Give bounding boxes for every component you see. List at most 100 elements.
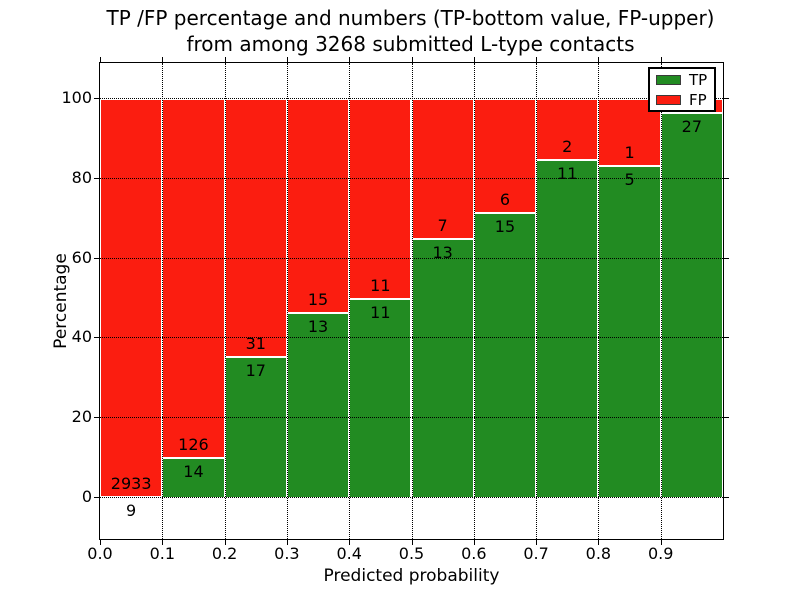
x-tick-mark-top (660, 57, 662, 62)
x-tick-mark-top (349, 57, 351, 62)
legend-label-tp: TP (689, 70, 708, 89)
gridline-vertical (660, 63, 662, 539)
x-tick-mark-top (473, 57, 475, 62)
fp-count-label: 126 (178, 435, 209, 455)
gridline-vertical (162, 63, 164, 539)
x-tick-mark (660, 540, 662, 545)
gridline-horizontal (100, 98, 723, 99)
gridline-vertical (349, 63, 351, 539)
y-tick-label: 40 (71, 327, 92, 347)
gridline-vertical (598, 63, 600, 539)
y-tick-mark-right (724, 497, 729, 498)
y-tick-mark-right (724, 177, 729, 179)
gridline-vertical (473, 63, 475, 539)
fp-count-label: 31 (245, 333, 266, 353)
x-tick-mark (598, 540, 600, 545)
fp-count-label: 15 (307, 289, 329, 309)
fp-count-label: 6 (499, 190, 511, 209)
tp-count-label: 11 (557, 164, 578, 184)
gridline-vertical (286, 63, 288, 539)
tp-count-label: 14 (183, 462, 204, 482)
tp-bar-segment (598, 165, 661, 498)
fp-count-label: 11 (370, 275, 391, 295)
x-tick-mark (224, 540, 226, 545)
gridline-horizontal (100, 257, 723, 259)
y-tick-mark-right (724, 257, 729, 259)
fp-count-label: 2933 (110, 473, 152, 493)
tp-bar-segment (660, 113, 723, 498)
fp-bar-segment (411, 99, 474, 239)
x-tick-mark-top (411, 57, 413, 62)
x-tick-label: 0.0 (87, 544, 113, 563)
fp-bar-segment (286, 99, 350, 313)
y-tick-label: 60 (71, 247, 92, 267)
legend-item-tp: TP (656, 72, 708, 88)
gridline-horizontal (100, 177, 723, 179)
y-tick-label: 80 (71, 167, 92, 187)
chart-title: TP /FP percentage and numbers (TP-bottom… (99, 5, 722, 57)
gridline-vertical (224, 63, 226, 539)
y-tick-mark-right (724, 337, 729, 339)
tp-count-label: 11 (370, 302, 391, 322)
chart-title-line2: from among 3268 submitted L-type contact… (186, 32, 635, 56)
y-tick-mark (94, 98, 99, 99)
chart-title-line1: TP /FP percentage and numbers (TP-bottom… (106, 6, 715, 30)
y-tick-label: 20 (71, 407, 92, 427)
x-tick-label: 0.4 (336, 544, 362, 563)
x-tick-mark (411, 540, 413, 545)
fp-bar-segment (349, 99, 412, 299)
x-tick-mark-top (100, 57, 101, 62)
x-tick-mark (162, 540, 164, 545)
y-tick-mark (94, 337, 99, 339)
legend-label-fp: FP (689, 90, 707, 109)
fp-bar-segment (162, 99, 225, 459)
x-tick-label: 0.7 (523, 544, 549, 563)
x-tick-mark-top (598, 57, 600, 62)
gridline-horizontal (100, 497, 723, 498)
tp-count-label: 15 (494, 217, 516, 236)
x-tick-label: 0.9 (647, 544, 674, 563)
tp-count-label: 9 (126, 500, 137, 520)
fp-count-label: 7 (437, 215, 448, 235)
legend-item-fp: FP (656, 92, 708, 108)
x-tick-label: 0.2 (211, 544, 238, 563)
fp-bar-segment (224, 99, 287, 357)
fp-bar-segment (100, 99, 163, 497)
legend: TP FP (648, 67, 716, 112)
y-tick-label: 0 (81, 487, 92, 506)
y-tick-mark (94, 417, 99, 419)
tp-bar-segment (473, 213, 537, 498)
x-tick-mark (536, 540, 538, 545)
fp-count-label: 1 (624, 142, 635, 162)
x-tick-mark-top (224, 57, 226, 62)
gridline-horizontal (100, 417, 723, 419)
x-tick-label: 0.8 (585, 544, 612, 563)
tp-count-label: 5 (624, 169, 635, 189)
tp-count-label: 17 (245, 360, 266, 380)
plot-area: Predicted probability Percentage TP FP 2… (51, 57, 729, 586)
y-tick-label: 100 (61, 88, 92, 107)
x-axis-label: Predicted probability (323, 566, 500, 586)
legend-swatch-fp (656, 94, 681, 105)
tp-count-label: 27 (681, 117, 703, 137)
fp-count-label: 2 (562, 137, 573, 157)
gridline-horizontal (100, 337, 723, 339)
x-tick-label: 0.1 (149, 544, 176, 563)
x-tick-mark (286, 540, 288, 545)
gridline-vertical (411, 63, 413, 539)
x-tick-mark (473, 540, 475, 545)
x-tick-mark-top (286, 57, 288, 62)
tp-bar-segment (349, 298, 412, 498)
x-tick-mark-top (162, 57, 164, 62)
y-tick-mark-right (724, 98, 729, 99)
legend-swatch-tp (656, 74, 681, 85)
x-tick-mark-top (536, 57, 538, 62)
y-tick-mark (94, 497, 99, 498)
y-tick-mark-right (724, 417, 729, 419)
x-tick-label: 0.6 (461, 544, 487, 563)
tp-count-label: 13 (307, 316, 329, 336)
gridline-vertical (536, 63, 538, 539)
fp-bar-segment (473, 99, 537, 213)
tp-bar-segment (411, 238, 474, 498)
